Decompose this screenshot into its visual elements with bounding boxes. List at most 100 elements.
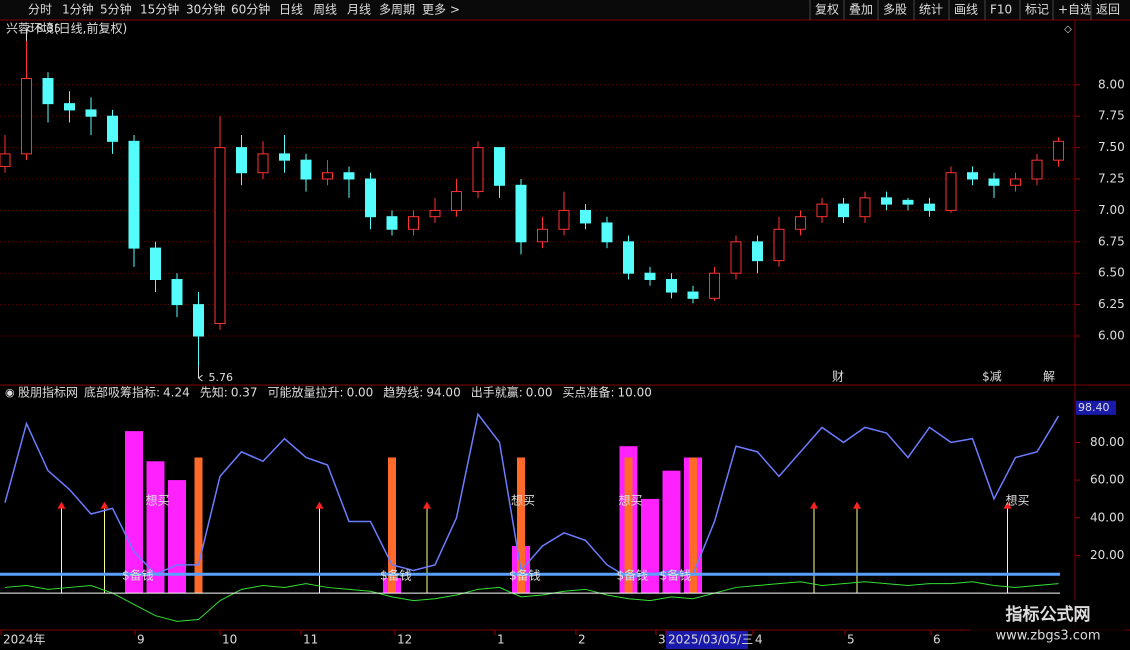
- candle-body: [752, 241, 763, 262]
- candle-body: [451, 191, 462, 211]
- x-tick-label: 6: [933, 633, 941, 647]
- x-tick-label: 1: [497, 633, 505, 647]
- toolbar-tab[interactable]: 月线: [347, 3, 371, 17]
- candle-body: [687, 291, 699, 299]
- candle-body: [236, 147, 247, 174]
- y-tick-label: 7.50: [1098, 140, 1125, 154]
- candle-body: [967, 172, 978, 180]
- candle-body: [902, 199, 914, 205]
- toolbar-tab[interactable]: 更多 >: [422, 3, 460, 17]
- cash-label: $备钱: [509, 568, 541, 583]
- legend-name: 先知:: [200, 386, 228, 400]
- toolbar-button[interactable]: 返回: [1096, 3, 1120, 17]
- toolbar-tab[interactable]: 30分钟: [186, 2, 225, 17]
- icon[interactable]: ◉: [5, 386, 15, 399]
- candle-body: [730, 241, 742, 274]
- annotation-leader: [198, 374, 203, 382]
- arrow-head: [853, 501, 861, 509]
- x-tick-label: 9: [137, 633, 145, 647]
- icon[interactable]: ◇: [1064, 24, 1072, 35]
- toolbar-button[interactable]: 统计: [919, 3, 943, 17]
- toolbar-button[interactable]: 复权: [815, 3, 839, 17]
- x-tick-label: 2024年: [3, 633, 46, 647]
- pulse-bar: [146, 461, 165, 594]
- watermark-title: 指标公式网: [1006, 604, 1091, 625]
- arrow-head: [57, 501, 66, 509]
- toolbar-button[interactable]: F10: [990, 3, 1012, 17]
- candle-body: [1053, 140, 1064, 161]
- candle-body: [945, 172, 957, 211]
- candle-body: [21, 78, 32, 155]
- cash-label: $备钱: [122, 568, 154, 583]
- candle-body: [1010, 178, 1021, 186]
- y-tick-label: 80.00: [1090, 435, 1124, 449]
- legend-value: 4.24: [163, 386, 190, 400]
- x-tick-label: 2: [578, 633, 586, 647]
- x-tick-label: 12: [397, 633, 412, 647]
- watermark-box: [970, 600, 1125, 648]
- arrow-head: [100, 501, 109, 509]
- x-tick-label: 4: [755, 633, 763, 647]
- toolbar: [0, 0, 1130, 20]
- toolbar-tab[interactable]: 60分钟: [231, 2, 270, 17]
- candle-body: [64, 103, 75, 111]
- toolbar-tab[interactable]: 多周期: [379, 3, 415, 17]
- candle-body: [343, 172, 355, 180]
- candle-body: [838, 203, 849, 218]
- trend-line: [4, 412, 1060, 579]
- candle-body: [924, 203, 935, 211]
- legend-name: 可能放量拉升:: [268, 385, 344, 400]
- toolbar-button[interactable]: 画线: [954, 3, 978, 17]
- toolbar-tab[interactable]: 日线: [279, 3, 303, 17]
- y-tick-label: 8.00: [1098, 77, 1125, 91]
- event-marker[interactable]: 解: [1043, 370, 1055, 384]
- candle-body: [709, 272, 720, 299]
- toolbar-tab[interactable]: 15分钟: [140, 2, 179, 17]
- toolbar-button[interactable]: 多股: [883, 3, 907, 17]
- watermark-url: www.zbgs3.com: [995, 629, 1100, 644]
- toolbar-tab[interactable]: 周线: [313, 3, 337, 17]
- legend-name: 买点准备:: [562, 386, 614, 400]
- buy-label: 想买: [511, 492, 535, 507]
- toolbar-tab[interactable]: 分时: [28, 3, 52, 17]
- candle-body: [128, 140, 140, 249]
- surge-bar: [689, 457, 697, 594]
- y-tick-label: 6.50: [1098, 266, 1125, 280]
- y-tick-label: 6.25: [1098, 297, 1125, 311]
- toolbar-button[interactable]: 叠加: [849, 3, 873, 17]
- candle-body: [365, 178, 376, 218]
- candle-body: [644, 272, 656, 280]
- candle-body: [494, 147, 505, 186]
- candle-body: [1031, 159, 1043, 180]
- event-marker[interactable]: 财: [832, 370, 844, 384]
- candle-body: [279, 153, 290, 161]
- toolbar-tab[interactable]: 5分钟: [100, 2, 132, 17]
- legend-name: 出手就赢:: [471, 385, 523, 400]
- annotation: 5.76: [209, 371, 234, 384]
- toolbar-tab[interactable]: 1分钟: [62, 2, 94, 17]
- event-marker[interactable]: $减: [982, 370, 1002, 384]
- indicator-title: 股朋指标网: [18, 385, 78, 400]
- candle-body: [257, 153, 269, 174]
- candle-body: [408, 216, 419, 230]
- surge-bar: [517, 457, 525, 594]
- candle-body: [580, 209, 591, 224]
- candle-body: [515, 184, 527, 243]
- candle-body: [214, 147, 226, 324]
- candle-body: [816, 203, 828, 218]
- toolbar-button[interactable]: 标记: [1025, 3, 1049, 17]
- legend-value: 0.37: [231, 386, 258, 400]
- cash-label: $备钱: [617, 568, 649, 583]
- annotation-leader: [26, 25, 31, 33]
- candle-body: [537, 228, 548, 243]
- buy-label: 想买: [619, 492, 643, 507]
- candle-body: [666, 278, 677, 293]
- legend-value: 10.00: [618, 386, 652, 400]
- surge-bar: [388, 457, 396, 594]
- y-tick-label: 6.75: [1098, 234, 1125, 248]
- surge-bar: [624, 457, 633, 594]
- legend-name: 趋势线:: [383, 386, 423, 400]
- toolbar-button[interactable]: +自选: [1058, 3, 1092, 17]
- current-value-box: [1076, 400, 1116, 415]
